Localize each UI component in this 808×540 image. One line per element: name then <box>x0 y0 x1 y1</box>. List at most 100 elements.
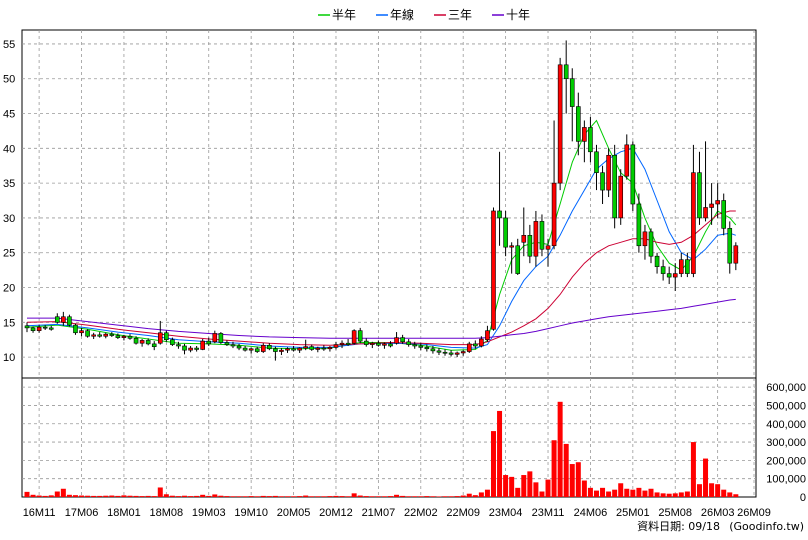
candle-body <box>291 348 296 351</box>
volume-bar <box>327 496 333 497</box>
price-axis: 10 15 20 25 30 35 40 45 50 55 <box>3 39 15 364</box>
candle-body <box>454 352 460 355</box>
legend-label-1: 年線 <box>390 7 414 22</box>
candle <box>103 332 109 339</box>
candle-body <box>242 347 248 351</box>
volume-bar <box>563 443 569 497</box>
candle-body <box>351 330 357 344</box>
volume-bar <box>321 496 327 497</box>
candle-body <box>206 340 212 345</box>
candle-body <box>36 326 42 331</box>
candle <box>97 332 102 338</box>
candle-body <box>30 327 36 331</box>
candle <box>151 341 157 351</box>
price-tick-label: 45 <box>3 109 15 121</box>
candle-body <box>618 175 624 219</box>
volume-bar <box>636 487 642 497</box>
date-tick-label: 22M09 <box>446 507 480 519</box>
volume-bar <box>606 491 612 497</box>
candle <box>206 337 212 346</box>
candle <box>430 345 436 354</box>
candle <box>630 141 636 211</box>
volume-bar <box>182 495 188 497</box>
volume-bar <box>363 496 369 497</box>
price-gridlines <box>22 30 756 378</box>
volume-bar <box>478 492 484 497</box>
candle <box>715 183 720 218</box>
volume-bar <box>575 462 581 497</box>
candle <box>48 325 54 331</box>
volume-bar <box>442 496 448 497</box>
volume-bar <box>345 496 351 497</box>
candle-body <box>164 332 169 341</box>
candle-body <box>594 151 599 173</box>
volume-bar <box>351 493 357 497</box>
candle-body <box>303 346 308 349</box>
volume-bar <box>533 482 539 497</box>
volume-bar <box>109 495 115 497</box>
candle-body <box>709 203 714 208</box>
volume-bar <box>133 495 139 497</box>
candle-body <box>273 348 278 352</box>
volume-bar <box>642 490 648 497</box>
candle-body <box>503 217 508 248</box>
volume-bar <box>91 495 97 497</box>
volume-bar <box>515 487 521 497</box>
volume-bar <box>581 480 587 497</box>
candle-body <box>569 78 575 107</box>
candle-body <box>382 343 387 346</box>
volume-bar <box>466 493 472 497</box>
candle <box>139 339 145 347</box>
candle-body <box>357 330 363 342</box>
candle-body <box>672 273 678 278</box>
candle <box>73 323 78 335</box>
candle <box>660 259 666 281</box>
candle <box>230 341 236 349</box>
volume-bar <box>406 496 412 497</box>
volume-bar <box>690 442 696 497</box>
candle <box>466 341 472 353</box>
candle-body <box>721 200 727 229</box>
volume-bar <box>460 495 466 497</box>
volume-bar <box>521 475 527 497</box>
candle <box>254 346 260 353</box>
volume-bar <box>218 495 224 497</box>
candle-body <box>678 259 684 274</box>
candle <box>418 343 424 351</box>
candle-body <box>97 334 102 337</box>
candle <box>260 343 266 353</box>
candle-body <box>254 348 260 352</box>
volume-bar <box>278 496 284 497</box>
candle <box>582 120 587 163</box>
candle-body <box>624 144 630 177</box>
date-tick-label: 23M11 <box>532 507 565 519</box>
candle-body <box>424 347 430 350</box>
candle <box>157 320 163 345</box>
volume-gridlines <box>22 378 756 497</box>
volume-bar <box>436 496 442 497</box>
volume-bar <box>709 483 715 497</box>
volume-bars <box>24 401 739 497</box>
candle <box>703 141 708 222</box>
candle-body <box>685 259 690 274</box>
candle-body <box>418 345 424 348</box>
volume-bar <box>254 496 260 497</box>
volume-bar <box>733 494 739 497</box>
footer-source: (Goodinfo.tw) <box>729 520 804 533</box>
candle <box>164 330 169 342</box>
candle <box>248 347 254 354</box>
candle-body <box>139 340 145 344</box>
volume-bar <box>418 496 424 497</box>
candle <box>394 332 399 345</box>
candle <box>218 332 224 344</box>
candle-body <box>297 347 302 351</box>
volume-bar <box>727 492 733 497</box>
candle-body <box>79 330 84 334</box>
price-tick-label: 35 <box>3 178 15 190</box>
volume-bar <box>115 495 121 497</box>
price-tick-label: 10 <box>3 352 15 364</box>
candle-body <box>327 347 333 350</box>
candle-body <box>345 342 351 345</box>
volume-bar <box>212 494 218 497</box>
volume-bar <box>696 484 702 497</box>
